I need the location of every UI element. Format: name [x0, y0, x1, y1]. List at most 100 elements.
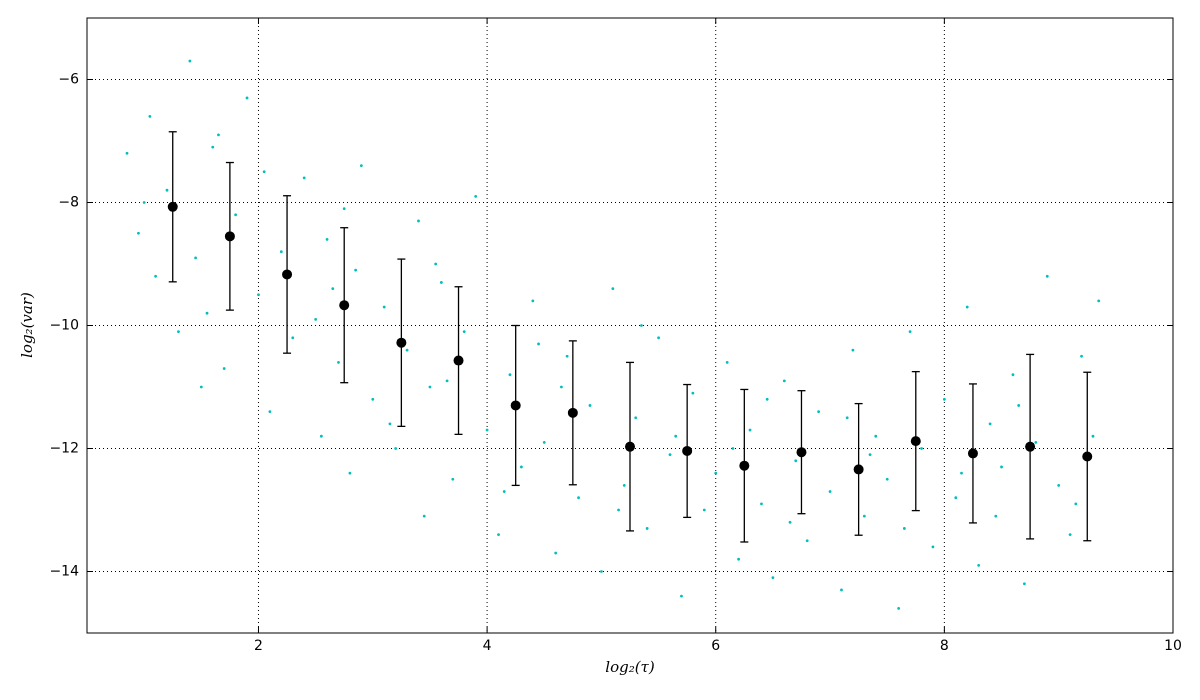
- scatter-point: [560, 385, 563, 389]
- scatter-point: [897, 607, 901, 610]
- scatter-point: [634, 416, 638, 420]
- scatter-point: [668, 453, 672, 457]
- scatter-point: [874, 434, 878, 438]
- scatter-point: [725, 361, 729, 364]
- x-tick-label: 4: [483, 638, 492, 654]
- scatter-point: [331, 287, 335, 290]
- scatter-point: [531, 299, 535, 303]
- scatter-point: [1045, 274, 1049, 278]
- scatter-point: [794, 459, 798, 463]
- scatter-point: [640, 324, 643, 327]
- scatter-point: [371, 397, 375, 401]
- scatter-point: [645, 527, 649, 530]
- scatter-point: [691, 391, 695, 395]
- scatter-point: [988, 422, 992, 426]
- scatter-point: [617, 508, 620, 512]
- scatter-point: [417, 219, 420, 223]
- scatter-point: [1034, 440, 1038, 444]
- scatter-point: [680, 594, 683, 598]
- marks: [125, 59, 1101, 610]
- scatter-point: [851, 348, 855, 352]
- scatter-point: [359, 164, 363, 168]
- mean-point: [453, 355, 464, 366]
- scatter-point: [462, 330, 466, 334]
- mean-point: [167, 201, 178, 212]
- scatter-point: [245, 96, 249, 100]
- scatter-point: [674, 434, 678, 438]
- scatter-point: [771, 576, 775, 580]
- x-tick-label: 8: [940, 638, 949, 654]
- scatter-point: [319, 434, 323, 438]
- scatter-point: [337, 361, 340, 364]
- scatter-point: [828, 490, 832, 493]
- scatter-point: [920, 447, 923, 450]
- scatter-point: [960, 471, 963, 475]
- scatter-point: [805, 539, 809, 543]
- scatter-point: [194, 256, 198, 260]
- scatter-point: [205, 311, 209, 315]
- scatter-point: [965, 305, 969, 309]
- scatter-point: [931, 545, 935, 549]
- scatter-point: [234, 213, 238, 217]
- scatter-point: [760, 502, 763, 506]
- scatter-point: [222, 367, 226, 370]
- mean-point: [1025, 441, 1036, 452]
- scatter-point: [137, 231, 140, 235]
- scatter-point: [199, 385, 203, 389]
- scatter-point: [885, 477, 889, 481]
- scatter-point: [291, 336, 295, 340]
- y-axis-label: log₂(var): [18, 292, 36, 358]
- scatter-point: [765, 397, 769, 401]
- scatter-point: [731, 447, 735, 450]
- scatter-point: [314, 317, 318, 321]
- scatter-point: [262, 170, 266, 174]
- scatter-point: [782, 379, 786, 383]
- scatter-point: [788, 520, 792, 524]
- scatter-point: [474, 194, 478, 198]
- scatter-point: [845, 416, 849, 420]
- scatter-point: [817, 410, 821, 413]
- scatter-point: [840, 588, 843, 592]
- mean-point: [796, 447, 807, 458]
- mean-point: [224, 231, 235, 242]
- scatter-point: [542, 440, 546, 444]
- scatter-point: [1011, 373, 1015, 377]
- scatter-point: [908, 330, 912, 334]
- scatter-point: [388, 422, 392, 426]
- scatter-point: [439, 281, 443, 284]
- scatter-point: [1057, 484, 1061, 487]
- scatter-point: [600, 570, 603, 573]
- scatter-point: [508, 373, 512, 377]
- scatter-point: [1091, 434, 1095, 438]
- scatter-point: [154, 274, 157, 278]
- scatter-point: [268, 410, 272, 413]
- mean-point: [967, 448, 978, 459]
- y-tick-label: −8: [58, 195, 79, 211]
- scatter-point: [348, 471, 352, 475]
- scatter-point: [142, 201, 146, 204]
- mean-point: [1082, 451, 1093, 462]
- mean-point: [396, 337, 407, 348]
- scatter-point: [994, 514, 998, 518]
- x-tick-label: 6: [711, 638, 720, 654]
- mean-point: [510, 400, 521, 411]
- scatter-point: [165, 188, 169, 192]
- scatter-point: [902, 527, 906, 530]
- y-tick-label: −6: [58, 72, 79, 88]
- scatter-point: [702, 508, 706, 512]
- scatter-point: [445, 379, 449, 383]
- scatter-point: [748, 428, 752, 432]
- scatter-point: [451, 477, 455, 481]
- scatter-point: [428, 385, 432, 389]
- scatter-point: [520, 465, 523, 469]
- scatter-point: [942, 397, 946, 401]
- mean-point: [282, 269, 293, 280]
- scatter-point: [279, 250, 283, 254]
- scatter-point: [862, 514, 866, 518]
- mean-point: [339, 300, 350, 311]
- scatter-point: [657, 336, 660, 340]
- scatter-point: [325, 238, 329, 241]
- mean-point: [739, 460, 750, 471]
